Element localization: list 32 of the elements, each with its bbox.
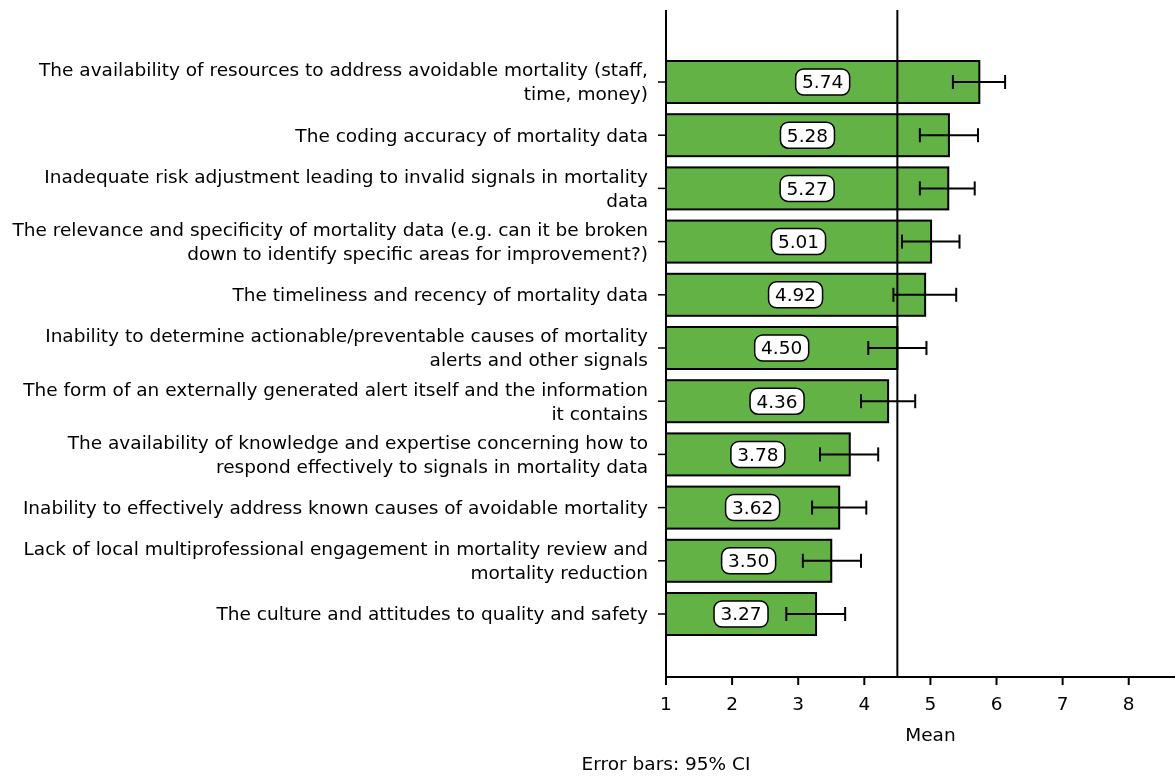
text: Error bars: 95% CI bbox=[581, 753, 751, 775]
data-label: 3.62 bbox=[731, 497, 774, 519]
data-label: 3.78 bbox=[737, 443, 779, 465]
data-label: 5.27 bbox=[786, 177, 828, 199]
x-tick-label: 7 bbox=[1056, 693, 1069, 715]
x-tick-label: 1 bbox=[660, 693, 672, 715]
y-tick-label: Inability to effectively address known causes of avoidable mortality bbox=[22, 497, 649, 519]
y-tick-label: The form of an externally generated alert itself and the information it contains bbox=[22, 378, 648, 424]
y-tick-label: Inadequate risk adjustment leading to invalid signals in mortality data bbox=[44, 165, 649, 211]
y-tick-label: The availability of resources to address avoidable mortality (staff, time, money) bbox=[38, 59, 648, 105]
data-label: 5.01 bbox=[777, 231, 820, 253]
y-tick-label: The culture and attitudes to quality and safety bbox=[215, 603, 649, 625]
x-tick-label: 8 bbox=[1122, 693, 1135, 715]
data-label: 4.36 bbox=[756, 390, 798, 412]
y-tick-label: Lack of local multiprofessional engagement in mortality review and mortality reduction bbox=[23, 538, 648, 584]
data-label: 4.92 bbox=[774, 284, 817, 306]
x-axis-title: Mean bbox=[905, 724, 956, 746]
y-tick-label: The coding accuracy of mortality data bbox=[294, 124, 648, 146]
data-label: 3.50 bbox=[728, 550, 770, 572]
x-tick-label: 5 bbox=[924, 693, 937, 715]
data-label: 4.50 bbox=[761, 337, 803, 359]
y-tick-label: The timeliness and recency of mortality data bbox=[231, 284, 648, 306]
data-label: 3.27 bbox=[720, 603, 762, 625]
x-tick-label: 6 bbox=[990, 693, 1003, 715]
data-label: 5.74 bbox=[802, 71, 844, 93]
x-tick-label: 4 bbox=[858, 693, 871, 715]
y-tick-label: The availability of knowledge and expertise concerning how to respond effectively to signals in mortality data bbox=[66, 431, 648, 477]
data-label: 5.28 bbox=[786, 124, 829, 146]
x-tick-label: 2 bbox=[726, 693, 738, 715]
y-tick-label: The relevance and specificity of mortality data (e.g. can it be broken down to identify specific areas for improvement?) bbox=[11, 219, 648, 265]
y-tick-label: Inability to determine actionable/preventable causes of mortality alerts and other signals bbox=[45, 325, 649, 371]
x-tick-label: 3 bbox=[792, 693, 805, 715]
